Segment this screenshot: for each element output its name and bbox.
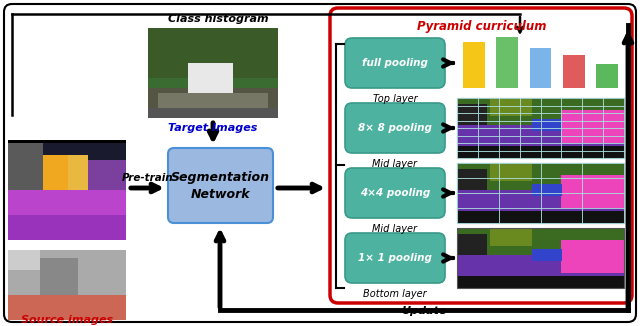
Bar [457, 211, 624, 223]
Text: 8× 8 pooling: 8× 8 pooling [358, 123, 432, 133]
Bar [457, 169, 487, 190]
Bar [457, 98, 624, 158]
Bar [457, 255, 624, 276]
Text: Bottom layer: Bottom layer [363, 289, 427, 299]
Text: full pooling: full pooling [362, 58, 428, 68]
Text: Pyramid curriculum: Pyramid curriculum [417, 20, 547, 33]
Bar [457, 228, 624, 288]
Bar [8, 250, 40, 270]
Text: Source images: Source images [21, 315, 113, 325]
Bar [148, 28, 278, 118]
Text: Class histogram: Class histogram [168, 14, 268, 24]
Bar [457, 146, 624, 158]
Bar [8, 140, 126, 160]
Bar [561, 240, 624, 273]
Bar [563, 55, 585, 88]
Bar [8, 140, 126, 240]
Bar [8, 190, 126, 240]
Text: Segmentation
Network: Segmentation Network [171, 170, 270, 200]
Bar [532, 184, 562, 196]
Bar [561, 110, 624, 143]
Bar [463, 42, 484, 88]
Bar [40, 258, 78, 295]
Bar [457, 190, 624, 211]
Bar [596, 64, 618, 88]
Bar [490, 163, 532, 181]
Bar [148, 88, 278, 118]
Bar [8, 140, 43, 210]
Bar [58, 210, 126, 240]
Bar [148, 78, 278, 118]
Bar [457, 104, 487, 125]
Bar [457, 163, 624, 223]
Bar [457, 234, 487, 255]
Bar [158, 93, 268, 113]
FancyBboxPatch shape [330, 8, 632, 303]
Bar [8, 250, 126, 320]
Bar [8, 210, 58, 240]
Bar [8, 250, 126, 295]
Bar [8, 215, 126, 240]
Text: Pre-train: Pre-train [122, 173, 174, 183]
Bar [457, 98, 624, 125]
Bar [457, 228, 624, 255]
FancyBboxPatch shape [345, 38, 445, 88]
Text: Mid layer: Mid layer [372, 224, 417, 234]
Bar [457, 125, 624, 146]
Bar [68, 155, 88, 210]
Bar [530, 48, 551, 88]
Bar [532, 119, 562, 131]
FancyBboxPatch shape [168, 148, 273, 223]
Text: Mid layer: Mid layer [372, 159, 417, 169]
Bar [496, 37, 518, 88]
Bar [490, 98, 532, 116]
Bar [457, 228, 624, 288]
Bar [8, 295, 126, 320]
Text: Top layer: Top layer [372, 94, 417, 104]
Text: 1× 1 pooling: 1× 1 pooling [358, 253, 432, 263]
Text: Update: Update [401, 306, 447, 316]
FancyBboxPatch shape [345, 168, 445, 218]
Bar [561, 175, 624, 208]
Bar [43, 155, 68, 210]
Bar [457, 98, 624, 158]
Bar [457, 163, 624, 223]
Text: Target Images: Target Images [168, 123, 258, 133]
Bar [490, 228, 532, 246]
Bar [8, 160, 126, 210]
Bar [8, 140, 126, 143]
Bar [188, 63, 233, 98]
Text: 4×4 pooling: 4×4 pooling [360, 188, 430, 198]
Bar [457, 276, 624, 288]
FancyBboxPatch shape [345, 103, 445, 153]
Bar [148, 108, 278, 118]
Bar [532, 249, 562, 261]
FancyBboxPatch shape [345, 233, 445, 283]
Bar [457, 163, 624, 190]
